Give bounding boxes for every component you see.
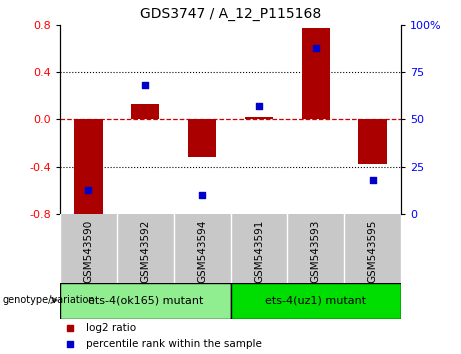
Text: log2 ratio: log2 ratio — [85, 322, 136, 332]
Bar — [188, 119, 216, 157]
Text: GSM543595: GSM543595 — [367, 220, 378, 283]
Text: percentile rank within the sample: percentile rank within the sample — [85, 339, 261, 349]
Bar — [74, 119, 102, 217]
Title: GDS3747 / A_12_P115168: GDS3747 / A_12_P115168 — [140, 7, 321, 21]
Bar — [230, 283, 401, 319]
Point — [369, 177, 376, 183]
Point — [255, 103, 263, 109]
Text: genotype/variation: genotype/variation — [2, 295, 95, 305]
Point — [312, 45, 319, 50]
Point — [85, 187, 92, 192]
Text: GSM543593: GSM543593 — [311, 220, 321, 283]
Text: GSM543592: GSM543592 — [140, 220, 150, 283]
Point — [198, 192, 206, 198]
Text: ets-4(uz1) mutant: ets-4(uz1) mutant — [265, 296, 366, 306]
Bar — [358, 119, 387, 165]
Bar — [60, 283, 230, 319]
Text: GSM543591: GSM543591 — [254, 220, 264, 283]
Text: GSM543590: GSM543590 — [83, 220, 94, 283]
Point — [142, 82, 149, 88]
Text: GSM543594: GSM543594 — [197, 220, 207, 283]
Point — [320, 123, 327, 129]
Point — [320, 274, 327, 279]
Text: ets-4(ok165) mutant: ets-4(ok165) mutant — [88, 296, 203, 306]
Bar — [245, 117, 273, 119]
Bar — [131, 104, 160, 119]
Bar — [301, 28, 330, 119]
